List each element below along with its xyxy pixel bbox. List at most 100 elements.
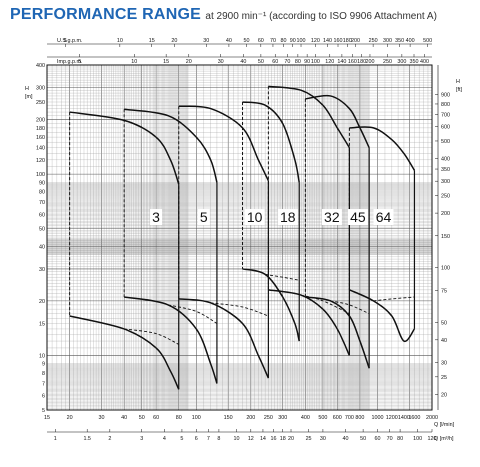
usgpm-tick-label: 10 bbox=[117, 38, 123, 44]
h-ft-tick-label: 600 bbox=[441, 125, 450, 131]
h-m-tick-label: 40 bbox=[39, 244, 45, 250]
curve-top-5 bbox=[124, 108, 218, 183]
q-m3h-tick-label: 50 bbox=[360, 436, 366, 442]
q-lmin-tick-label: 1000 bbox=[371, 415, 383, 421]
h-ft-tick-label: 350 bbox=[441, 167, 450, 173]
h-m-tick-label: 160 bbox=[36, 135, 45, 141]
model-label-45: 45 bbox=[350, 209, 366, 225]
title-sub: at 2900 min⁻¹ (according to ISO 9906 Att… bbox=[205, 11, 437, 22]
usgpm-tick-label: 15 bbox=[149, 38, 155, 44]
q-m3h-tick-label: 18 bbox=[280, 436, 286, 442]
curve-bottom-32 bbox=[268, 289, 351, 356]
q-lmin-tick-label: 500 bbox=[318, 415, 327, 421]
chart-title: PERFORMANCE RANGE at 2900 min⁻¹ (accordi… bbox=[10, 6, 437, 24]
model-label-bg-45 bbox=[347, 209, 368, 226]
model-label-bg-64 bbox=[373, 209, 394, 226]
curve-top-64 bbox=[349, 126, 416, 171]
h-m-axis-label: [m] bbox=[25, 94, 33, 100]
impgpm-tick-label: 40 bbox=[240, 59, 246, 65]
impgpm-tick-label: 50 bbox=[258, 59, 264, 65]
usgpm-tick-label: 250 bbox=[369, 38, 378, 44]
usgpm-tick-label: 50 bbox=[243, 38, 249, 44]
impgpm-tick-label: 140 bbox=[337, 59, 346, 65]
impgpm-tick-label: 90 bbox=[304, 59, 310, 65]
h-m-tick-label: 120 bbox=[36, 158, 45, 164]
usgpm-tick-label: 90 bbox=[290, 38, 296, 44]
q-m3h-tick-label: 2 bbox=[108, 436, 111, 442]
h-m-tick-label: 100 bbox=[36, 172, 45, 178]
impgpm-tick-label: 15 bbox=[163, 59, 169, 65]
usgpm-axis-label: U.S.g.p.m. bbox=[57, 38, 82, 44]
curve-bottom-10 bbox=[178, 298, 270, 379]
impgpm-tick-label: 160 bbox=[348, 59, 357, 65]
impgpm-axis-label: Imp.g.p.m. bbox=[57, 59, 82, 65]
q-lmin-tick-label: 100 bbox=[192, 415, 201, 421]
h-ft-tick-label: 800 bbox=[441, 102, 450, 108]
curve-top-32 bbox=[268, 85, 351, 149]
q-lmin-tick-label: 20 bbox=[67, 415, 73, 421]
usgpm-tick-label: 200 bbox=[351, 38, 360, 44]
curve-dashed-10 bbox=[210, 302, 269, 317]
model-label-18: 18 bbox=[280, 209, 296, 225]
usgpm-tick-label: 180 bbox=[343, 38, 352, 44]
h-m-tick-label: 50 bbox=[39, 227, 45, 233]
model-label-bg-3 bbox=[150, 209, 163, 226]
q-lmin-tick-label: 80 bbox=[176, 415, 182, 421]
q-m3h-tick-label: 1 bbox=[54, 436, 57, 442]
q-m3h-tick-label: 7 bbox=[207, 436, 210, 442]
h-ft-tick-label: 250 bbox=[441, 194, 450, 200]
h-m-tick-label: 7 bbox=[42, 382, 45, 388]
q-m3h-tick-label: 16 bbox=[270, 436, 276, 442]
h-m-tick-label: 15 bbox=[39, 322, 45, 328]
q-lmin-tick-label: 200 bbox=[246, 415, 255, 421]
h-m-tick-label: 6 bbox=[42, 394, 45, 400]
q-lmin-tick-label: 30 bbox=[99, 415, 105, 421]
curve-dashed-64 bbox=[373, 296, 415, 302]
usgpm-tick-label: 140 bbox=[323, 38, 332, 44]
h-ft-tick-label: 500 bbox=[441, 139, 450, 145]
q-lmin-tick-label: 15 bbox=[44, 415, 50, 421]
curve-bottom-18 bbox=[242, 268, 300, 342]
impgpm-tick-label: 60 bbox=[272, 59, 278, 65]
curve-dashed-5 bbox=[168, 304, 218, 324]
usgpm-tick-label: 300 bbox=[383, 38, 392, 44]
q-m3h-tick-label: 8 bbox=[217, 436, 220, 442]
h-m-tick-label: 10 bbox=[39, 353, 45, 359]
q-lmin-tick-label: 1600 bbox=[408, 415, 420, 421]
h-ft-tick-label: 900 bbox=[441, 93, 450, 99]
q-m3h-tick-label: 1.5 bbox=[83, 436, 91, 442]
curve-dashed-3 bbox=[124, 328, 179, 345]
q-m3h-tick-label: 5 bbox=[180, 436, 183, 442]
h-m-axis-label: H bbox=[25, 86, 29, 92]
h-ft-axis-label: H bbox=[456, 79, 460, 85]
model-label-bg-5 bbox=[197, 209, 210, 226]
q-lmin-tick-label: 250 bbox=[264, 415, 273, 421]
usgpm-tick-label: 100 bbox=[297, 38, 306, 44]
q-m3h-tick-label: 40 bbox=[343, 436, 349, 442]
q-m3h-tick-label: 120 bbox=[428, 436, 437, 442]
curve-top-3 bbox=[69, 111, 180, 185]
usgpm-tick-label: 60 bbox=[258, 38, 264, 44]
q-m3h-tick-label: 70 bbox=[387, 436, 393, 442]
q-m3h-tick-label: 100 bbox=[413, 436, 422, 442]
q-lmin-tick-label: 2000 bbox=[426, 415, 438, 421]
h-ft-tick-label: 700 bbox=[441, 112, 450, 118]
h-ft-tick-label: 150 bbox=[441, 234, 450, 240]
h-ft-tick-label: 300 bbox=[441, 179, 450, 185]
h-m-tick-label: 80 bbox=[39, 190, 45, 196]
impgpm-tick-label: 80 bbox=[295, 59, 301, 65]
impgpm-tick-label: 30 bbox=[218, 59, 224, 65]
usgpm-tick-label: 5 bbox=[64, 38, 67, 44]
h-m-tick-label: 20 bbox=[39, 299, 45, 305]
q-m3h-tick-label: 6 bbox=[195, 436, 198, 442]
usgpm-tick-label: 500 bbox=[423, 38, 432, 44]
h-ft-tick-label: 20 bbox=[441, 392, 447, 398]
h-m-tick-label: 250 bbox=[36, 100, 45, 106]
impgpm-tick-label: 120 bbox=[325, 59, 334, 65]
curve-top-10 bbox=[178, 105, 270, 182]
usgpm-tick-label: 350 bbox=[395, 38, 404, 44]
h-ft-tick-label: 50 bbox=[441, 320, 447, 326]
model-label-bg-18 bbox=[277, 209, 298, 226]
h-ft-tick-label: 25 bbox=[441, 375, 447, 381]
